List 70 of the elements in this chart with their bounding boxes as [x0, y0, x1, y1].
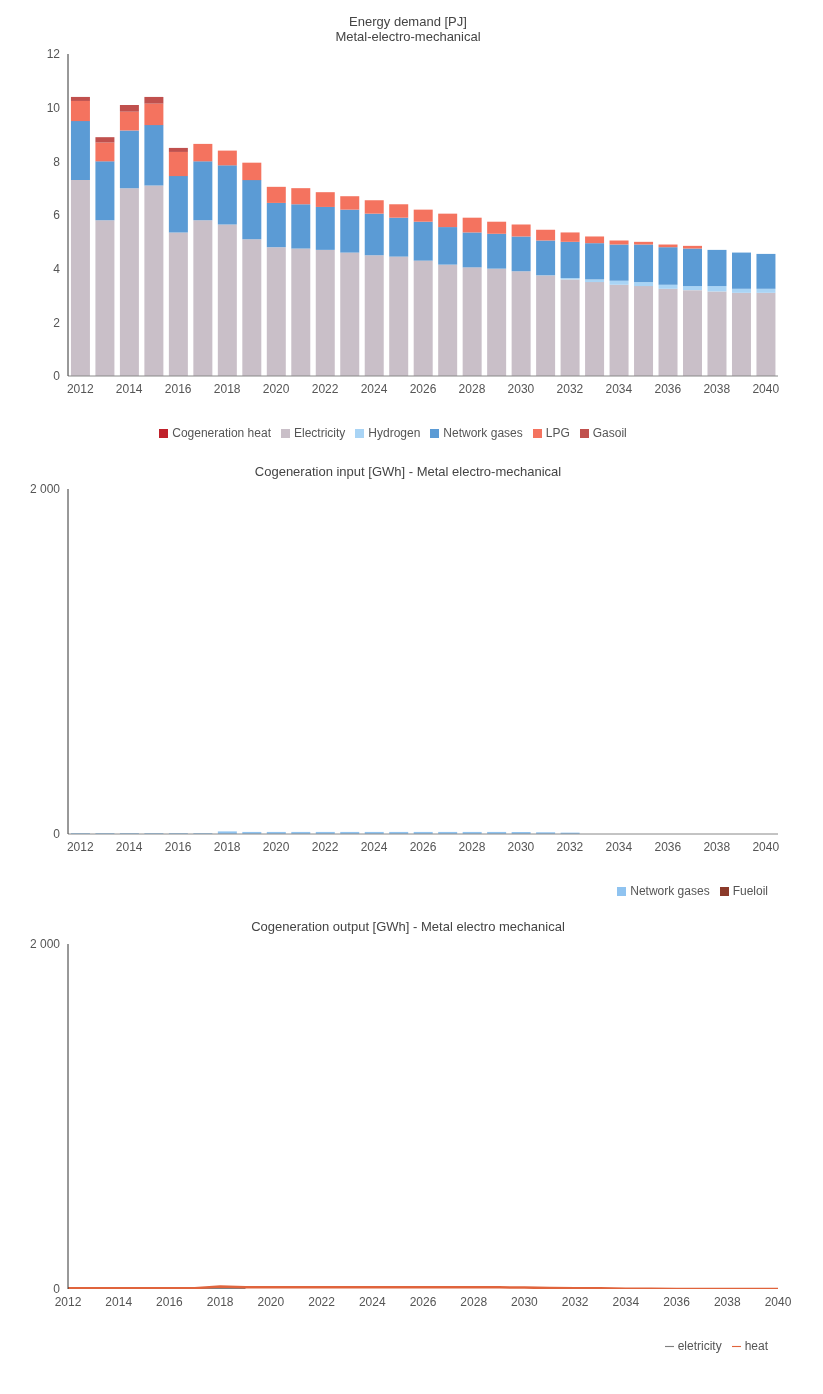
legend-label: Network gases [630, 884, 710, 898]
y-tick-label: 8 [53, 154, 61, 169]
x-tick-label: 2018 [213, 381, 241, 396]
x-tick-label: 2022 [311, 381, 339, 396]
x-tick-label: 2036 [654, 381, 682, 396]
x-tick-label: 2026 [409, 839, 437, 854]
chart-title: Cogeneration output [GWh] - Metal electro mechanical [250, 918, 566, 934]
x-tick-label: 2012 [66, 839, 94, 854]
x-tick-label: 2014 [115, 839, 143, 854]
x-tick-label: 2014 [115, 381, 143, 396]
x-tick-label: 2034 [605, 381, 633, 396]
x-tick-label: 2018 [206, 1294, 234, 1309]
y-tick-label: 12 [46, 47, 61, 62]
x-tick-label: 2020 [257, 1294, 285, 1309]
y-tick-label: 6 [53, 208, 61, 223]
legend-label: Gasoil [592, 426, 627, 440]
x-tick-label: 2016 [156, 1294, 184, 1309]
x-tick-label: 2030 [507, 381, 535, 396]
x-tick-label: 2024 [360, 839, 388, 854]
legend-label: heat [744, 1339, 768, 1353]
legend-label: LPG [545, 426, 570, 440]
x-tick-label: 2026 [409, 1294, 437, 1309]
x-tick-label: 2038 [713, 1294, 741, 1309]
x-tick-label: 2018 [213, 839, 241, 854]
y-tick-label: 2 000 [29, 482, 61, 497]
x-tick-label: 2012 [54, 1294, 82, 1309]
x-tick-label: 2034 [605, 839, 633, 854]
chart-title: Cogeneration input [GWh] - Metal electro-mechanical [253, 463, 563, 479]
y-tick-label: 10 [46, 100, 61, 115]
legend-label: Fueloil [732, 884, 768, 898]
x-tick-label: 2034 [612, 1294, 640, 1309]
legend-label: Hydrogen [368, 426, 421, 440]
legend-label: Cogeneration heat [172, 426, 271, 440]
legend-label: eletricity [677, 1339, 722, 1353]
x-tick-label: 2016 [164, 381, 192, 396]
x-tick-label: 2032 [556, 381, 584, 396]
x-tick-label: 2028 [460, 1294, 488, 1309]
y-tick-label: 0 [53, 827, 61, 842]
x-tick-label: 2032 [556, 839, 584, 854]
x-tick-label: 2030 [511, 1294, 539, 1309]
y-tick-label: 2 [53, 315, 61, 330]
x-tick-label: 2026 [409, 381, 437, 396]
x-tick-label: 2012 [66, 381, 94, 396]
x-tick-label: 2024 [358, 1294, 386, 1309]
x-tick-label: 2016 [164, 839, 192, 854]
x-tick-label: 2014 [105, 1294, 133, 1309]
x-tick-label: 2040 [764, 1294, 792, 1309]
x-tick-label: 2028 [458, 381, 486, 396]
y-tick-label: 4 [53, 261, 61, 276]
y-tick-label: 0 [53, 369, 61, 384]
x-tick-label: 2038 [703, 381, 731, 396]
x-tick-label: 2022 [311, 839, 339, 854]
legend-label: Electricity [293, 426, 346, 440]
x-tick-label: 2036 [663, 1294, 691, 1309]
x-tick-label: 2028 [458, 839, 486, 854]
y-tick-label: 0 [53, 1282, 61, 1297]
x-tick-label: 2040 [752, 381, 780, 396]
x-tick-label: 2038 [703, 839, 731, 854]
chart-subtitle: Metal-electro-mechanical [334, 29, 482, 44]
x-tick-label: 2040 [752, 839, 780, 854]
x-tick-label: 2030 [507, 839, 535, 854]
y-tick-label: 2 000 [29, 937, 61, 952]
x-tick-label: 2036 [654, 839, 682, 854]
x-tick-label: 2020 [262, 381, 290, 396]
x-tick-label: 2032 [561, 1294, 589, 1309]
x-tick-label: 2020 [262, 839, 290, 854]
chart-title: Energy demand [PJ] [348, 13, 468, 29]
x-tick-label: 2024 [360, 381, 388, 396]
x-tick-label: 2022 [308, 1294, 336, 1309]
legend-label: Network gases [443, 426, 523, 440]
